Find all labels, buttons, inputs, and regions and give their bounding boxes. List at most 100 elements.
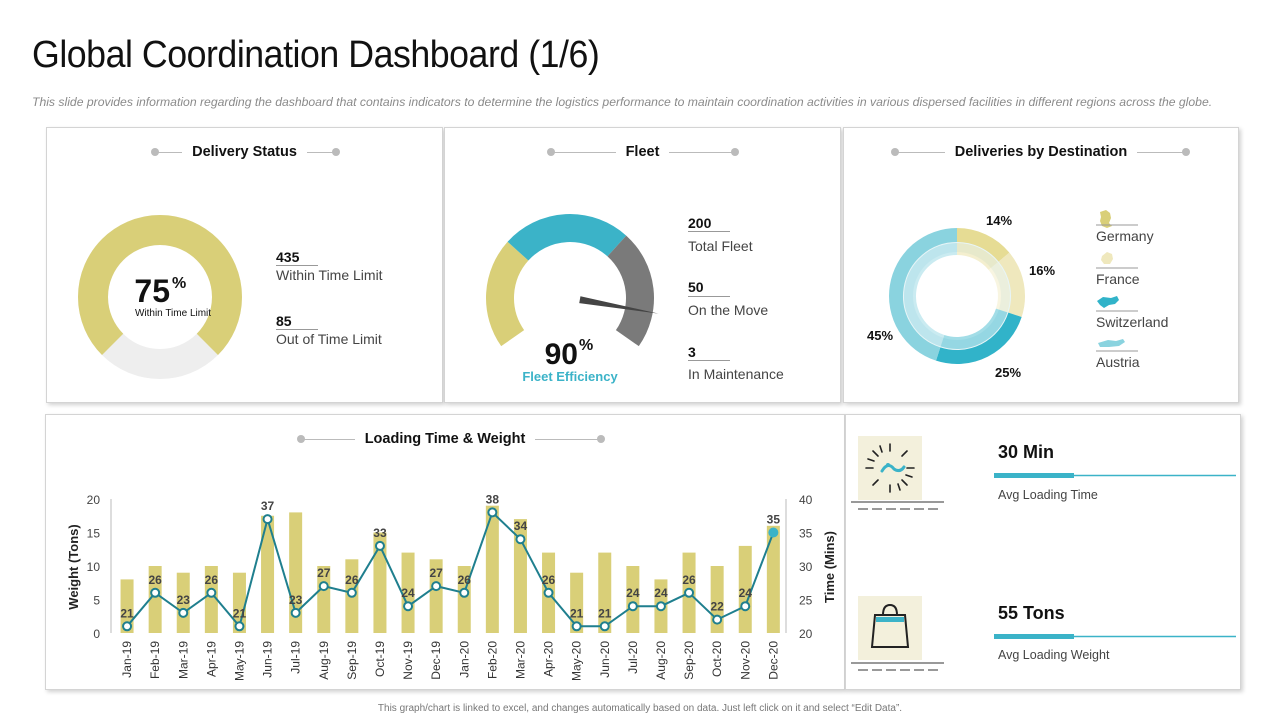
x-tick-Dec-20: Dec-20 (766, 641, 780, 680)
bar-Mar-19 (176, 572, 190, 633)
donut-slice-switzerland (935, 312, 1022, 364)
slice-label-france: 16% (1029, 263, 1055, 278)
on-move-value: 50 (688, 279, 704, 295)
out-count: 85 (276, 313, 292, 329)
x-tick-Jul-20: Jul-20 (626, 641, 640, 674)
total-fleet-value: 200 (688, 215, 712, 231)
maintenance-value: 3 (688, 344, 696, 360)
x-tick-Aug-20: Aug-20 (654, 641, 668, 680)
kpi-graphics (851, 436, 1236, 671)
x-tick-Apr-19: Apr-19 (204, 641, 218, 677)
bar-Feb-20 (485, 505, 499, 633)
loading-chart-panel: Loading Time & Weight 0 5 10 15 20 20 25 30 35 40… (45, 414, 845, 690)
donut-inner-slice-france (988, 262, 1010, 313)
x-tick-Sep-19: Sep-19 (345, 641, 359, 680)
time-label-Jun-20: 21 (598, 606, 612, 620)
time-point-Oct-19 (374, 540, 385, 551)
time-label-Dec-20: 35 (767, 513, 781, 527)
destinations-panel: Deliveries by Destination 14% 16% 25% 45… (843, 127, 1239, 403)
fleet-panel: Fleet 90 % Fleet Efficiency 200 Total Fl… (444, 127, 841, 403)
time-label-Aug-19: 27 (317, 566, 331, 580)
donut-slice-austria (889, 228, 958, 361)
y-tick-left: 15 (87, 527, 101, 541)
x-tick-Feb-20: Feb-20 (485, 641, 499, 679)
loading-time-icon (865, 443, 915, 493)
donut-inner-slice-germany (956, 243, 998, 271)
time-label-Jul-19: 23 (289, 593, 303, 607)
bar-Oct-19 (373, 532, 387, 633)
time-series-line (126, 510, 775, 629)
destinations-donut: 14% 16% 25% 45% Germany France Switzerla… (867, 210, 1168, 380)
time-point-Apr-20 (543, 587, 554, 598)
x-tick-Nov-19: Nov-19 (401, 641, 415, 680)
x-tick-Dec-19: Dec-19 (429, 641, 443, 680)
time-point-Apr-19 (206, 587, 217, 598)
time-point-Dec-19 (431, 581, 442, 592)
fleet-title: Fleet (615, 144, 670, 160)
loading-combo-chart: 0 5 10 15 20 20 25 30 35 40 Weight (Tons) Time (Min… (66, 492, 837, 681)
time-label-Dec-19: 27 (429, 566, 443, 580)
title-dot-left (151, 148, 159, 156)
switzerland-map-icon (1097, 296, 1119, 308)
delivery-status-panel: Delivery Status 75 % Within Time Limit 4… (46, 127, 443, 403)
time-point-Jul-19 (290, 607, 301, 618)
y-tick-right: 35 (799, 527, 813, 541)
x-tick-Mar-19: Mar-19 (176, 641, 190, 679)
legend-austria: Austria (1096, 354, 1140, 370)
x-tick-Jul-19: Jul-19 (289, 641, 303, 674)
time-label-Jun-19: 37 (261, 499, 275, 513)
gauge-segment-teal (507, 214, 627, 261)
page-title: Global Coordination Dashboard (1/6) (32, 34, 600, 76)
austria-map-icon (1098, 339, 1125, 347)
france-map-icon (1101, 252, 1113, 264)
time-point-Feb-19 (150, 587, 161, 598)
fleet-percent-sign: % (579, 337, 593, 354)
donut-inner-slice-switzerland (940, 308, 1008, 349)
time-label-Feb-20: 38 (486, 492, 500, 506)
y-tick-left: 5 (93, 594, 100, 608)
x-tick-Jan-19: Jan-19 (120, 641, 134, 678)
time-point-May-19 (234, 621, 245, 632)
destinations-title: Deliveries by Destination (944, 144, 1138, 160)
bar-Jun-19 (261, 515, 275, 633)
kpi-panel: 30 Min Avg Loading Time 55 Tons Avg Load… (845, 414, 1241, 690)
delivery-status-donut: 75 % Within Time Limit (78, 215, 242, 379)
y-tick-left: 20 (87, 493, 101, 507)
title-dot-left (547, 148, 555, 156)
time-point-Jan-19 (122, 621, 133, 632)
fleet-percent: 90 (545, 338, 578, 371)
bar-Feb-19 (148, 566, 162, 633)
x-tick-Aug-19: Aug-19 (317, 641, 331, 680)
page-subtitle: This slide provides information regardin… (32, 95, 1213, 109)
title-dot-left (297, 435, 305, 443)
y-tick-right: 40 (799, 493, 813, 507)
donut-inner-slice-austria (904, 243, 958, 347)
time-point-Feb-20 (487, 507, 498, 518)
fleet-efficiency-label: Fleet Efficiency (522, 369, 618, 384)
slice-label-germany: 14% (986, 213, 1012, 228)
legend-switzerland: Switzerland (1096, 314, 1168, 330)
slice-label-switzerland: 25% (995, 365, 1021, 380)
x-tick-Sep-20: Sep-20 (682, 641, 696, 680)
x-tick-Jun-20: Jun-20 (598, 641, 612, 678)
bar-Dec-19 (429, 559, 443, 633)
within-label: Within Time Limit (276, 267, 383, 283)
time-label-Jul-20: 24 (626, 586, 640, 600)
x-tick-Jan-20: Jan-20 (457, 641, 471, 678)
bar-Dec-20 (766, 525, 780, 633)
bar-Mar-20 (513, 519, 527, 633)
time-point-Jun-19 (262, 514, 273, 525)
title-dot-right (597, 435, 605, 443)
bar-Jan-19 (120, 579, 134, 633)
gauge-needle (579, 296, 659, 314)
fleet-gauge: 90 % Fleet Efficiency (486, 214, 659, 384)
stat-rule (688, 231, 730, 232)
legend-france: France (1096, 271, 1140, 287)
time-point-Sep-19 (346, 587, 357, 598)
kpi-accent-bar (994, 634, 1074, 639)
shopping-bag-icon (870, 603, 910, 648)
time-label-Mar-20: 34 (514, 519, 528, 533)
delivery-percent-sign: % (172, 275, 186, 292)
title-dot-right (332, 148, 340, 156)
kpi-loading-weight-value: 55 Tons (998, 603, 1065, 623)
